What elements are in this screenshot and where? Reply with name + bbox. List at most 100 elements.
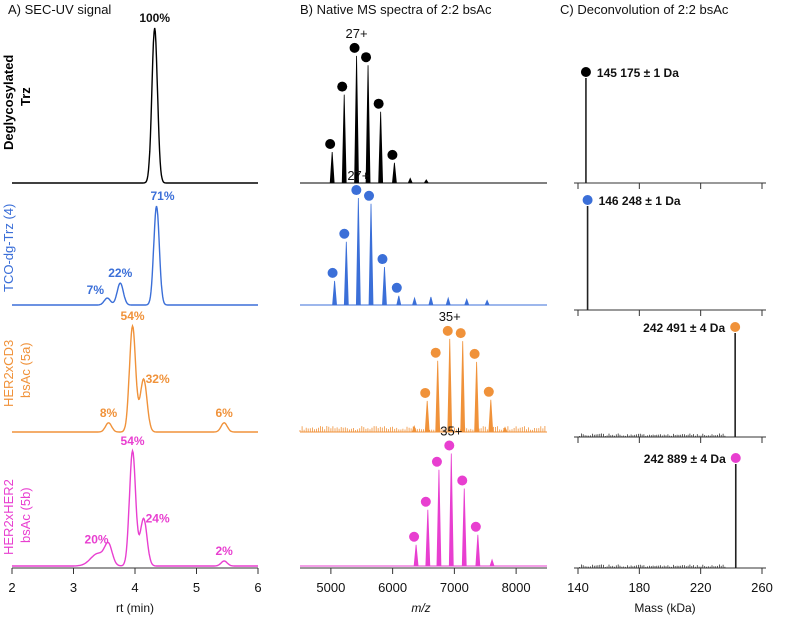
ms-peak: [413, 544, 419, 567]
panel-a-title: A) SEC-UV signal: [8, 2, 111, 17]
ms-peak: [343, 241, 349, 306]
panel-a-tick-label: 4: [131, 580, 138, 595]
sec-peak-label: 8%: [100, 406, 118, 420]
ms-peak: [423, 179, 430, 184]
row-label-2-line2: bsAc (5a): [18, 342, 33, 398]
ms-peak: [460, 341, 466, 433]
panel-c-tick-label: 220: [690, 580, 712, 595]
ms-peak-marker: [409, 531, 420, 542]
ms-peak-marker: [387, 149, 398, 160]
ms-peak: [424, 400, 430, 433]
ms-peak: [354, 55, 359, 184]
ms-peak-marker: [391, 282, 402, 293]
panel-b-tick-label: 7000: [440, 580, 469, 595]
ms-peak: [412, 296, 418, 306]
row-label-2-line1: HER2xCD3: [1, 340, 16, 407]
ms-peak-marker: [361, 52, 372, 63]
panel-b-tick-label: 6000: [378, 580, 407, 595]
ms-peak: [435, 360, 441, 433]
ms-charge-label: 35+: [439, 309, 461, 324]
row-label-3: HER2xHER2 bsAc (5b): [1, 479, 33, 555]
panel-b-tick-label: 5000: [316, 580, 345, 595]
ms-peak: [391, 162, 397, 184]
deconv-peak-marker: [730, 453, 741, 463]
ms-peak: [445, 296, 451, 306]
row-label-0-line1: Deglycosylated: [1, 55, 16, 150]
ms-peak: [448, 453, 454, 567]
sec-peak-label: 20%: [85, 532, 109, 546]
panel-c-xlabel: Mass (kDa): [634, 601, 695, 615]
panel-c-tick-label: 260: [751, 580, 773, 595]
panel-b-tick-label: 8000: [502, 580, 531, 595]
ms-peak: [355, 198, 361, 306]
row-label-1-line1: TCO-dg-Trz (4): [1, 204, 16, 292]
sec-peak-label: 22%: [108, 266, 132, 280]
ms-peak: [464, 298, 470, 306]
row-label-3-line2: bsAc (5b): [18, 487, 33, 543]
ms-peak-marker: [339, 228, 350, 239]
ms-peak: [329, 151, 335, 184]
ms-peak: [365, 65, 371, 184]
ms-peak-marker: [351, 185, 362, 196]
ms-peak-marker: [364, 190, 375, 201]
ms-peak-marker: [444, 440, 455, 451]
ms-peak-marker: [442, 325, 453, 336]
sec-peak-label: 100%: [139, 11, 170, 25]
panel-a-tick-label: 6: [254, 580, 261, 595]
deconv-peak-marker: [580, 67, 591, 77]
ms-peak-marker: [470, 521, 481, 532]
deconv-peak-marker: [582, 195, 593, 205]
sec-peak-label: 32%: [146, 372, 170, 386]
panel-c-title: C) Deconvolution of 2:2 bsAc: [560, 2, 729, 17]
sec-peak-label: 2%: [216, 544, 234, 558]
ms-peak: [474, 361, 480, 433]
ms-peak: [332, 280, 338, 306]
row-label-2: HER2xCD3 bsAc (5a): [1, 340, 33, 407]
deconv-peak-marker: [730, 322, 741, 332]
ms-peak-marker: [420, 387, 431, 398]
sec-peak-label: 54%: [121, 434, 145, 448]
ms-peak: [382, 267, 387, 306]
ms-peak: [447, 338, 453, 433]
ms-peak: [502, 426, 508, 433]
deconv-mass-label: 146 248 ± 1 Da: [599, 194, 681, 208]
sec-peak-label: 71%: [151, 189, 175, 203]
ms-peak: [341, 94, 347, 184]
ms-peak-marker: [327, 267, 338, 278]
deconv-mass-label: 145 175 ± 1 Da: [597, 66, 679, 80]
sec-peak-label: 54%: [121, 309, 145, 323]
ms-peak: [436, 469, 442, 567]
ms-charge-label: 27+: [346, 26, 368, 41]
ms-peak-marker: [337, 81, 348, 92]
panel-b-title: B) Native MS spectra of 2:2 bsAc: [300, 2, 492, 17]
ms-peak-marker: [431, 456, 442, 467]
sec-peak-label: 24%: [146, 512, 170, 526]
ms-peak-marker: [373, 98, 384, 109]
row-label-1: TCO-dg-Trz (4): [1, 204, 16, 292]
panel-c-tick-label: 180: [628, 580, 650, 595]
panel-a-xlabel: rt (min): [116, 601, 154, 615]
chart-marks: 100%7%22%71%8%54%32%6%20%54%24%2%2 3 4 5 627…: [8, 11, 772, 595]
ms-peak: [488, 399, 494, 433]
ms-peak-marker: [377, 254, 388, 265]
ms-charge-label: 27+: [347, 168, 369, 183]
ms-peak-marker: [349, 42, 360, 53]
ms-peak-marker: [420, 496, 431, 507]
ms-peak: [428, 296, 434, 306]
sec-trace-3: [12, 448, 258, 567]
ms-peak: [378, 111, 384, 184]
ms-peak-marker: [325, 139, 336, 149]
sec-peak-label: 6%: [216, 406, 234, 420]
ms-peak-marker: [483, 386, 494, 397]
ms-peak-marker: [457, 475, 468, 486]
deconv-noise: [579, 564, 726, 568]
ms-peak: [484, 299, 490, 306]
sec-trace-1: [12, 205, 258, 306]
panel-a-tick-label: 5: [193, 580, 200, 595]
ms-peak: [461, 488, 467, 567]
ms-peak-marker: [469, 348, 480, 359]
deconv-mass-label: 242 889 ± 4 Da: [644, 452, 726, 466]
sec-peak-label: 7%: [87, 283, 105, 297]
ms-peak: [475, 534, 481, 567]
panel-a-tick-label: 3: [70, 580, 77, 595]
